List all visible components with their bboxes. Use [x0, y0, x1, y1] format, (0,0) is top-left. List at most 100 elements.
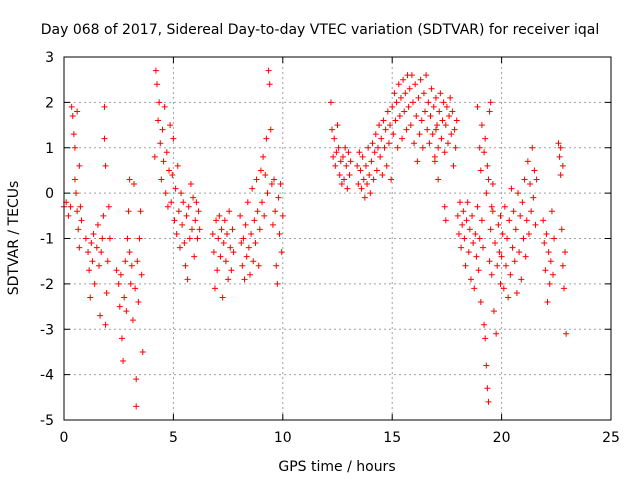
data-point	[440, 99, 447, 106]
data-point	[219, 294, 226, 301]
data-point	[490, 308, 497, 315]
data-point	[160, 158, 167, 165]
data-point	[466, 226, 473, 233]
data-point	[229, 226, 236, 233]
data-point	[238, 240, 245, 247]
data-point	[359, 153, 366, 160]
data-point	[274, 280, 281, 287]
data-point	[102, 321, 109, 328]
data-point	[254, 208, 261, 215]
data-point	[221, 217, 228, 224]
data-point	[372, 131, 379, 138]
data-point	[446, 112, 453, 119]
data-point	[448, 131, 455, 138]
data-point	[65, 212, 72, 219]
data-point	[374, 144, 381, 151]
y-tick-label: -3	[40, 322, 54, 338]
data-point	[88, 240, 95, 247]
data-point	[427, 112, 434, 119]
x-tick-label: 10	[274, 430, 292, 446]
data-point	[246, 271, 253, 278]
data-point	[356, 149, 363, 156]
data-point	[211, 285, 218, 292]
data-point	[518, 276, 525, 283]
data-point	[522, 253, 529, 260]
data-point	[541, 240, 548, 247]
data-point	[175, 208, 182, 215]
data-point	[366, 171, 373, 178]
data-point	[414, 158, 421, 165]
data-point	[74, 208, 81, 215]
data-point	[171, 217, 178, 224]
data-point	[155, 117, 162, 124]
data-point	[435, 176, 442, 183]
data-point	[269, 221, 276, 228]
data-point	[94, 221, 101, 228]
data-point	[129, 317, 136, 324]
data-point	[75, 226, 82, 233]
data-point	[481, 321, 488, 328]
data-point	[435, 144, 442, 151]
data-point	[416, 131, 423, 138]
data-point	[210, 249, 217, 256]
data-point	[371, 149, 378, 156]
data-point	[532, 221, 539, 228]
data-point	[335, 144, 342, 151]
data-point	[442, 217, 449, 224]
data-point	[188, 226, 195, 233]
data-point	[277, 181, 284, 188]
x-tick-label: 20	[493, 430, 511, 446]
data-point	[156, 99, 163, 106]
data-point	[240, 235, 247, 242]
data-point	[487, 99, 494, 106]
data-point	[120, 358, 127, 365]
data-point	[423, 72, 430, 79]
data-point	[377, 153, 384, 160]
data-point	[432, 94, 439, 101]
data-point	[429, 131, 436, 138]
data-point	[527, 181, 534, 188]
data-point	[521, 176, 528, 183]
data-point	[182, 262, 189, 269]
y-tick-label: -1	[40, 232, 54, 248]
data-point	[275, 194, 282, 201]
data-point	[70, 131, 77, 138]
data-point	[512, 226, 519, 233]
data-point	[557, 144, 564, 151]
data-point	[422, 108, 429, 115]
data-point	[278, 249, 285, 256]
data-point	[181, 240, 188, 247]
data-point	[163, 149, 170, 156]
data-point	[243, 253, 250, 260]
data-point	[486, 108, 493, 115]
data-point	[547, 258, 554, 265]
data-point	[520, 235, 527, 242]
data-point	[122, 258, 129, 265]
data-point	[230, 249, 237, 256]
data-point	[464, 199, 471, 206]
data-point	[373, 167, 380, 174]
data-point	[426, 140, 433, 147]
data-point	[105, 203, 112, 210]
data-point	[378, 135, 385, 142]
data-point	[168, 199, 175, 206]
data-point	[530, 194, 537, 201]
data-point	[341, 176, 348, 183]
data-point	[449, 108, 456, 115]
data-point	[531, 167, 538, 174]
data-point	[390, 131, 397, 138]
data-point	[68, 103, 75, 110]
data-point	[173, 230, 180, 237]
data-point	[420, 90, 427, 97]
data-point	[265, 67, 272, 74]
x-tick-label: 5	[169, 430, 178, 446]
x-axis-label: GPS time / hours	[278, 459, 395, 475]
data-point	[86, 267, 93, 274]
data-point	[99, 235, 106, 242]
y-tick-label: 0	[45, 186, 54, 202]
data-point	[115, 280, 122, 287]
data-point	[563, 330, 570, 337]
data-point	[493, 330, 500, 337]
